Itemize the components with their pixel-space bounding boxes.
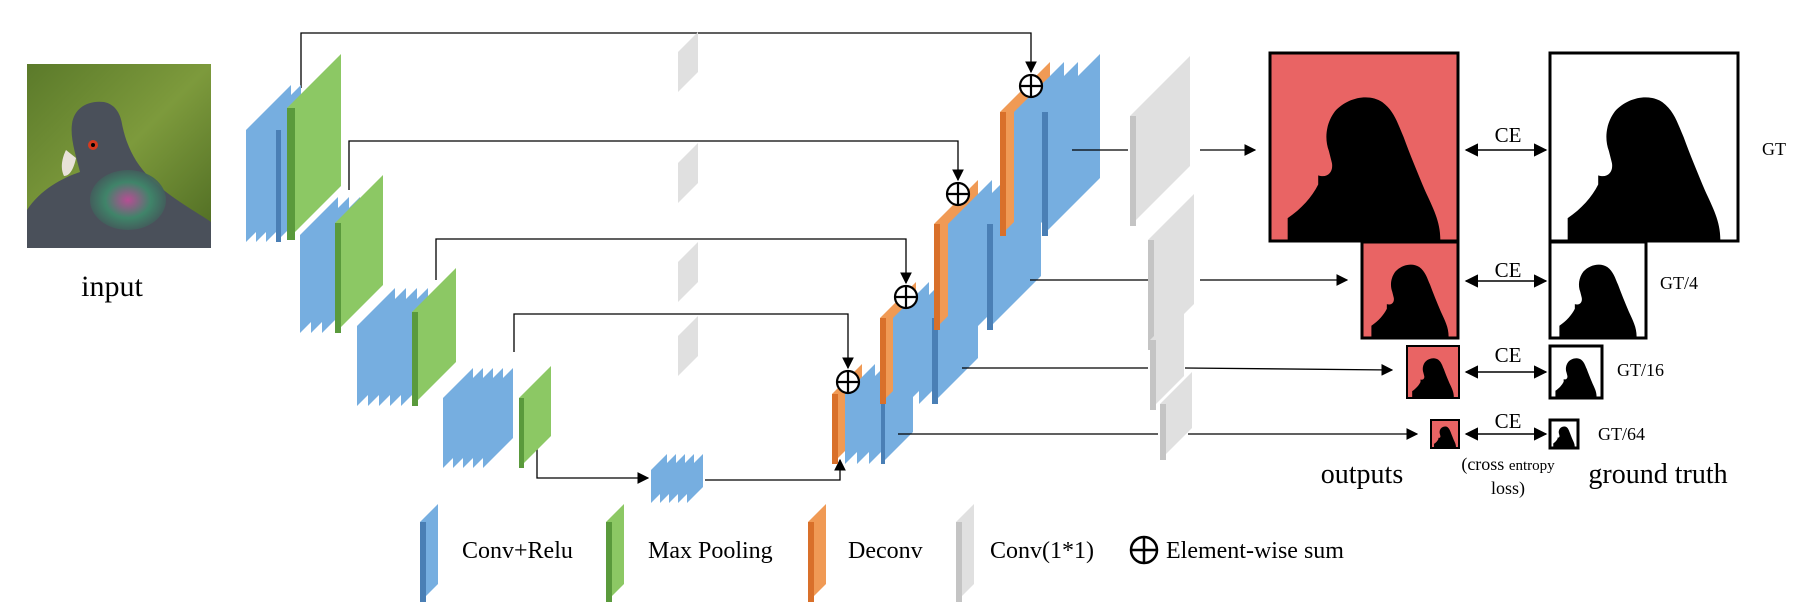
- gt-label-1: GT: [1762, 139, 1786, 159]
- outputs-label: outputs: [1321, 459, 1403, 490]
- gt-label-3: GT/16: [1617, 360, 1664, 380]
- ground-truth-sixteenth: [1548, 344, 1604, 400]
- skip-connection-2: [348, 140, 964, 190]
- legend-deconv: Deconv: [808, 504, 923, 602]
- ground-truth-label: ground truth: [1588, 459, 1727, 490]
- legend: Conv+Relu Max Pooling Deconv Conv(1*1) E…: [420, 504, 1344, 602]
- ce-label-4: CE: [1495, 409, 1522, 433]
- ground-truth-full: [1548, 51, 1740, 243]
- output-arrows: [898, 144, 1419, 440]
- ce-label-2: CE: [1495, 258, 1522, 282]
- loss-note-line-1: (cross entropy: [1461, 454, 1555, 475]
- ce-label-3: CE: [1495, 343, 1522, 367]
- network-blocks: [246, 32, 1194, 503]
- element-wise-sum-icon: [893, 284, 919, 310]
- encoder-stage-1-layer-5: [287, 54, 341, 240]
- svg-text:Conv(1*1): Conv(1*1): [990, 538, 1094, 564]
- input-label: input: [81, 270, 143, 303]
- skip-connections: [300, 32, 1037, 484]
- skip-connection-4: [513, 313, 854, 370]
- skip-connection-3: [435, 238, 912, 285]
- bottleneck-path-out: [705, 458, 846, 481]
- prediction-sixtyfourth: [1430, 419, 1460, 449]
- encoder-stage-4-layer-5: [483, 368, 513, 468]
- encoder-stage-4-layer-6: [519, 366, 551, 468]
- ce-label-1: CE: [1495, 123, 1522, 147]
- prediction-full: [1268, 51, 1460, 243]
- output-conv-1x1-1: [1130, 56, 1190, 226]
- skip-conv-1x1-2: [678, 143, 698, 203]
- outputs-group: [1268, 51, 1740, 450]
- skip-conv-1x1-3: [678, 242, 698, 302]
- gt-labels: GT GT/4 GT/16 GT/64: [1598, 139, 1786, 444]
- input-image: [27, 64, 211, 248]
- skip-conv-1x1-4: [678, 316, 698, 376]
- prediction-sixteenth: [1406, 345, 1460, 399]
- pair-labels: CE CE CE CE: [1495, 123, 1522, 433]
- gt-label-4: GT/64: [1598, 424, 1645, 444]
- svg-text:Deconv: Deconv: [848, 538, 923, 564]
- output-conv-1x1-3: [1150, 306, 1184, 410]
- legend-max-pooling: Max Pooling: [606, 504, 773, 602]
- gt-label-2: GT/4: [1660, 273, 1698, 293]
- element-wise-sum-icon: [945, 181, 971, 207]
- bottleneck-path-in: [536, 418, 650, 484]
- element-wise-sum-icon: [835, 369, 861, 395]
- circle-plus-icon: [1129, 535, 1159, 565]
- legend-conv-1x1: Conv(1*1): [956, 504, 1094, 602]
- legend-element-wise-sum: Element-wise sum: [1129, 535, 1344, 565]
- svg-text:Element-wise sum: Element-wise sum: [1166, 538, 1344, 564]
- prediction-quarter: [1360, 240, 1460, 340]
- output-conv-1x1-4: [1160, 372, 1192, 460]
- ground-truth-quarter: [1548, 240, 1648, 340]
- bottleneck-layer-5: [687, 454, 703, 503]
- svg-text:Max Pooling: Max Pooling: [648, 538, 773, 564]
- loss-note-line-2: loss): [1491, 478, 1525, 499]
- encoder-stage-3-layer-6: [412, 268, 456, 406]
- ground-truth-sixtyfourth: [1548, 418, 1580, 450]
- svg-text:Conv+Relu: Conv+Relu: [462, 538, 573, 564]
- decoder-stage-1-layer-4: [1042, 54, 1100, 236]
- legend-conv-relu: Conv+Relu: [420, 504, 573, 602]
- encoder-stage-2-layer-4: [335, 175, 383, 333]
- element-wise-sum-icon: [1018, 73, 1044, 99]
- skip-connection-1: [300, 32, 1037, 88]
- skip-conv-1x1-1: [678, 32, 698, 92]
